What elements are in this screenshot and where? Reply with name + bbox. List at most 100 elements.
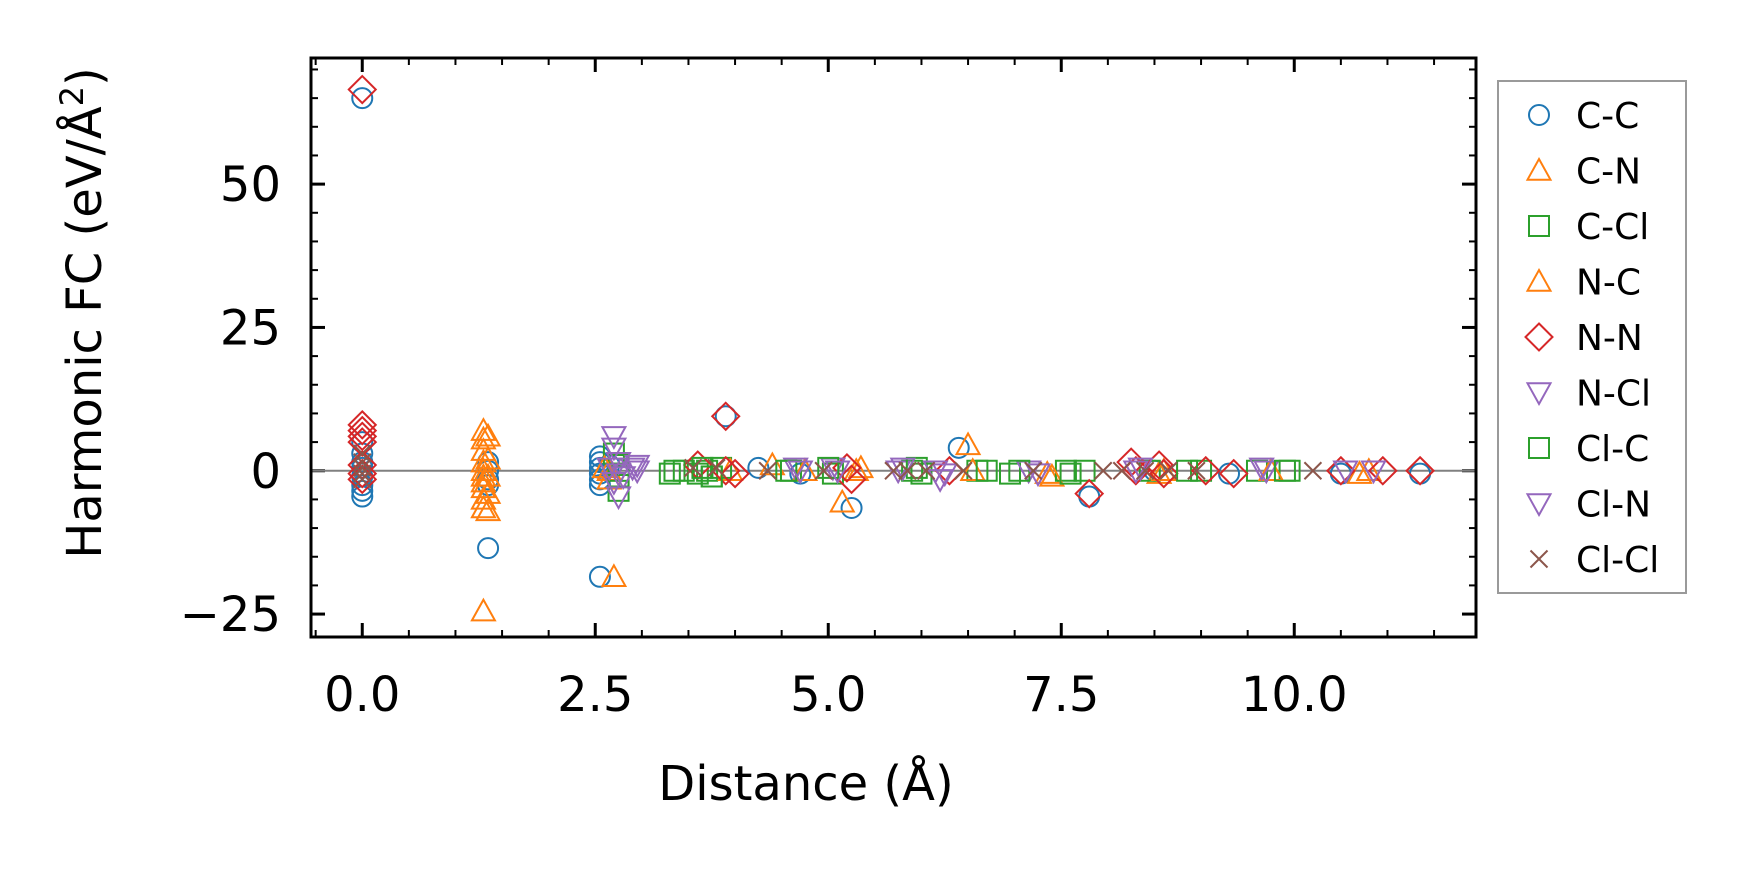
- point-n-n: [1325, 455, 1356, 486]
- point-cl-c: [1273, 459, 1296, 482]
- x-tick-label: 10.0: [1241, 667, 1348, 723]
- point-cl-n: [931, 463, 958, 488]
- legend-marker-n-cl: [1525, 382, 1553, 407]
- point-n-c: [474, 422, 502, 447]
- y-tick-labels: −25 0 25 50: [180, 157, 281, 643]
- legend-label-n-n: N-N: [1576, 318, 1643, 359]
- y-axis-label: Harmonic FC (eV/Å2): [53, 67, 113, 559]
- point-cl-cl: [1024, 461, 1043, 480]
- point-cl-n: [787, 460, 814, 485]
- point-n-cl: [782, 457, 809, 482]
- point-cl-n: [1024, 463, 1052, 488]
- point-cl-n: [824, 460, 851, 485]
- point-cl-n: [624, 460, 651, 485]
- point-cl-cl: [954, 461, 973, 480]
- legend-label-c-n: C-N: [1576, 152, 1641, 193]
- point-n-c: [474, 445, 502, 470]
- point-n-cl: [624, 454, 651, 479]
- legend-label-cl-n: Cl-N: [1576, 485, 1651, 526]
- point-cl-cl: [1112, 461, 1132, 480]
- point-cl-cl: [353, 464, 372, 483]
- point-cl-cl: [353, 470, 372, 489]
- point-cl-cl: [683, 458, 703, 478]
- point-n-c: [791, 457, 819, 481]
- point-n-c: [474, 497, 502, 522]
- point-cl-cl: [1187, 461, 1206, 480]
- point-c-n: [470, 597, 497, 622]
- point-n-n: [1218, 458, 1249, 489]
- x-tick-label: 7.5: [1023, 667, 1099, 723]
- point-c-c: [714, 405, 737, 428]
- point-n-cl: [1332, 460, 1359, 485]
- point-cl-c: [1059, 462, 1082, 485]
- point-n-n: [1148, 458, 1179, 489]
- point-c-cl: [658, 462, 681, 485]
- point-cl-c: [775, 459, 798, 482]
- y-tick-label: −25: [180, 587, 281, 643]
- x-axis-label: Distance (Å): [658, 755, 953, 812]
- point-cl-cl: [814, 461, 833, 480]
- point-n-n: [347, 427, 378, 458]
- plot-frame: [309, 56, 1478, 639]
- legend-marker-c-n: [1525, 156, 1553, 181]
- data-points: [347, 74, 1435, 622]
- point-cl-c: [975, 459, 998, 482]
- x-tick-label: 2.5: [557, 667, 633, 723]
- point-cl-n: [1248, 457, 1275, 482]
- legend-label-cl-c: Cl-C: [1576, 429, 1649, 470]
- y-tick-label: 50: [220, 157, 281, 213]
- legend: C-C C-N C-Cl N-C N-N N-Cl Cl-C Cl-N Cl-Cl: [1497, 80, 1687, 594]
- y-axis-label-close: ): [57, 67, 113, 86]
- point-c-n: [600, 563, 628, 588]
- point-cl-cl: [1135, 461, 1155, 480]
- point-cl-n: [1360, 460, 1387, 485]
- point-n-n: [347, 421, 378, 452]
- x-tick-labels: 0.0 2.5 5.0 7.5 10.0: [324, 667, 1348, 723]
- point-n-n: [1074, 478, 1105, 509]
- point-n-n: [1367, 455, 1398, 486]
- point-n-cl: [600, 426, 628, 450]
- legend-label-cl-cl: Cl-Cl: [1576, 540, 1659, 581]
- point-n-c: [847, 454, 875, 479]
- point-c-n: [843, 457, 870, 481]
- point-cl-n: [1122, 460, 1150, 485]
- point-cl-cl: [353, 444, 372, 463]
- legend-marker-n-n: [1524, 322, 1554, 352]
- point-cl-cl: [898, 461, 917, 480]
- point-n-c: [1038, 462, 1066, 487]
- x-tick-label: 0.0: [324, 667, 400, 723]
- point-c-c: [351, 474, 374, 497]
- point-n-c: [474, 462, 502, 487]
- legend-marker-n-c: [1525, 267, 1553, 292]
- point-cl-n: [596, 457, 623, 482]
- point-n-n: [710, 401, 741, 432]
- point-c-n: [1034, 460, 1061, 484]
- point-n-n: [347, 74, 378, 105]
- legend-label-c-c: C-C: [1576, 96, 1639, 137]
- legend-label-c-cl: C-Cl: [1576, 207, 1649, 248]
- point-n-n: [720, 458, 750, 489]
- series-cl-c: [663, 456, 1296, 488]
- point-cl-cl: [1159, 461, 1178, 480]
- series-cl-cl: [353, 444, 1323, 489]
- point-cl-cl: [707, 458, 726, 478]
- point-n-cl: [1253, 460, 1280, 485]
- point-cl-n: [922, 460, 949, 485]
- x-tick-label: 5.0: [790, 667, 866, 723]
- point-n-n: [1405, 455, 1435, 486]
- point-c-n: [829, 488, 856, 513]
- point-n-n: [347, 464, 378, 495]
- point-c-c: [588, 565, 611, 588]
- point-c-n: [470, 425, 497, 450]
- legend-marker-cl-cl: [1529, 549, 1549, 569]
- point-cl-cl: [758, 461, 777, 480]
- point-c-c: [840, 497, 863, 520]
- point-cl-n: [610, 466, 637, 491]
- y-tick-label: 0: [250, 444, 281, 500]
- point-n-cl: [619, 457, 646, 482]
- point-cl-cl: [1093, 461, 1113, 480]
- point-n-n: [347, 458, 378, 489]
- point-n-c: [474, 480, 502, 504]
- point-n-n: [347, 409, 378, 440]
